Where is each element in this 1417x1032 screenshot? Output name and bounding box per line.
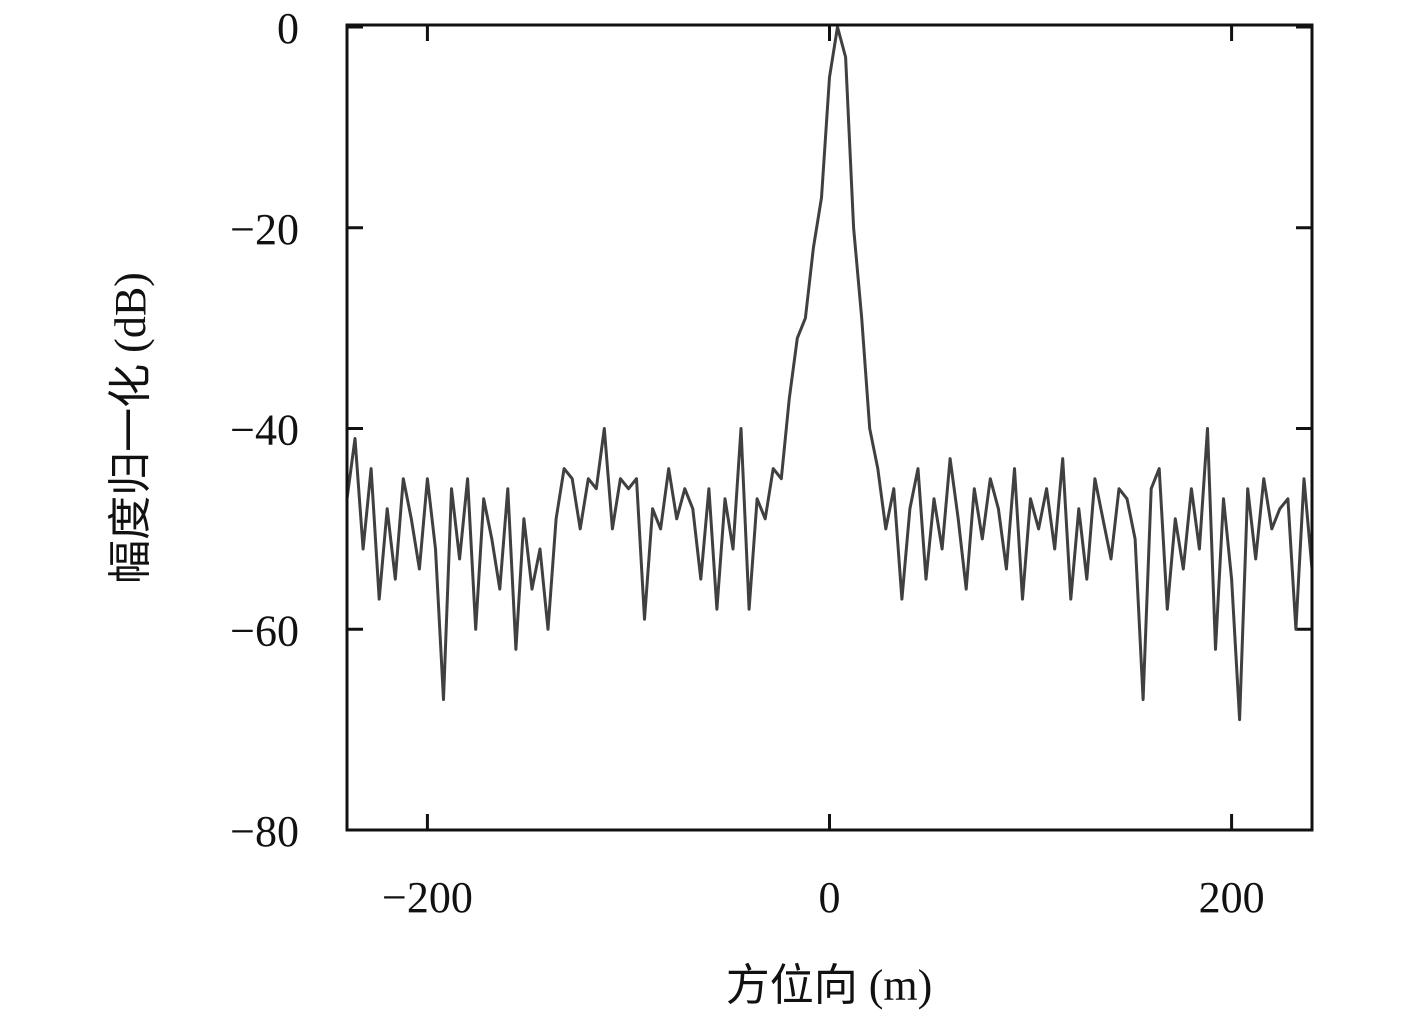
data-line [345,25,1314,722]
y-tick-label: −60 [230,606,299,655]
plot-frame [345,23,1314,832]
y-axis-label: 幅度归一化 (dB) [106,272,155,584]
x-tick-label: 0 [819,873,841,922]
x-tick-label: −200 [382,873,473,922]
x-tick-label: 200 [1199,873,1265,922]
y-tick-label: −40 [230,406,299,455]
y-tick-label: −80 [230,807,299,856]
y-tick-label: −20 [230,205,299,254]
y-tick-label: 0 [277,4,299,53]
x-axis-label: 方位向 (m) [726,961,933,1010]
